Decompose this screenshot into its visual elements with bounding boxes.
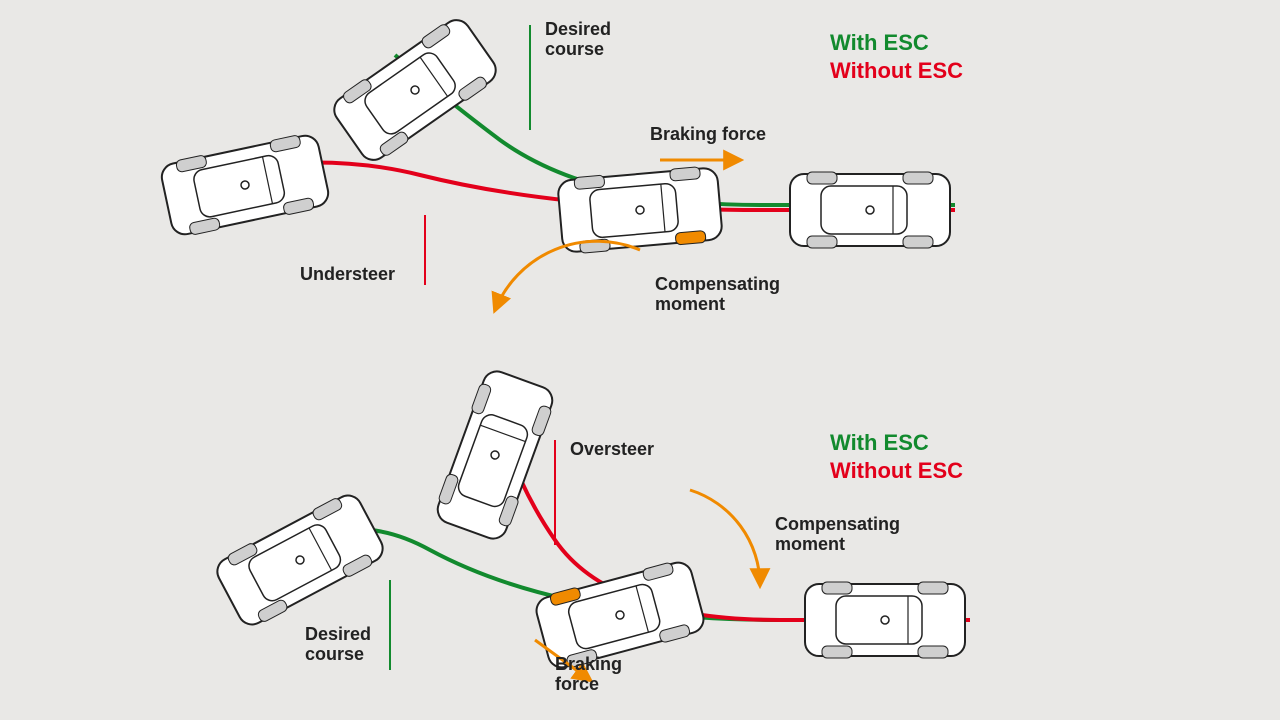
top-legend-with: With ESC [830,30,929,55]
top-braking-label: Braking force [650,124,766,144]
top-comp-label: Compensatingmoment [655,274,780,314]
top-understeer-label: Understeer [300,264,395,284]
bot-comp-arc [690,490,760,585]
bot-oversteer-label: Oversteer [570,439,654,459]
top-desired-label: Desiredcourse [545,19,611,59]
bot-legend-with: With ESC [830,430,929,455]
bot-braking-label: Brakingforce [555,654,622,694]
top-car-0 [790,172,950,248]
top-legend-without: Without ESC [830,58,963,83]
bot-car-0 [805,582,965,658]
bot-car-3 [212,489,389,631]
top-comp-arc [495,241,640,310]
top-car-2 [328,13,503,167]
bot-desired-label: Desiredcourse [305,624,371,664]
bot-legend-without: Without ESC [830,458,963,483]
bot-comp-label: Compensatingmoment [775,514,900,554]
top-car-3 [159,131,331,239]
